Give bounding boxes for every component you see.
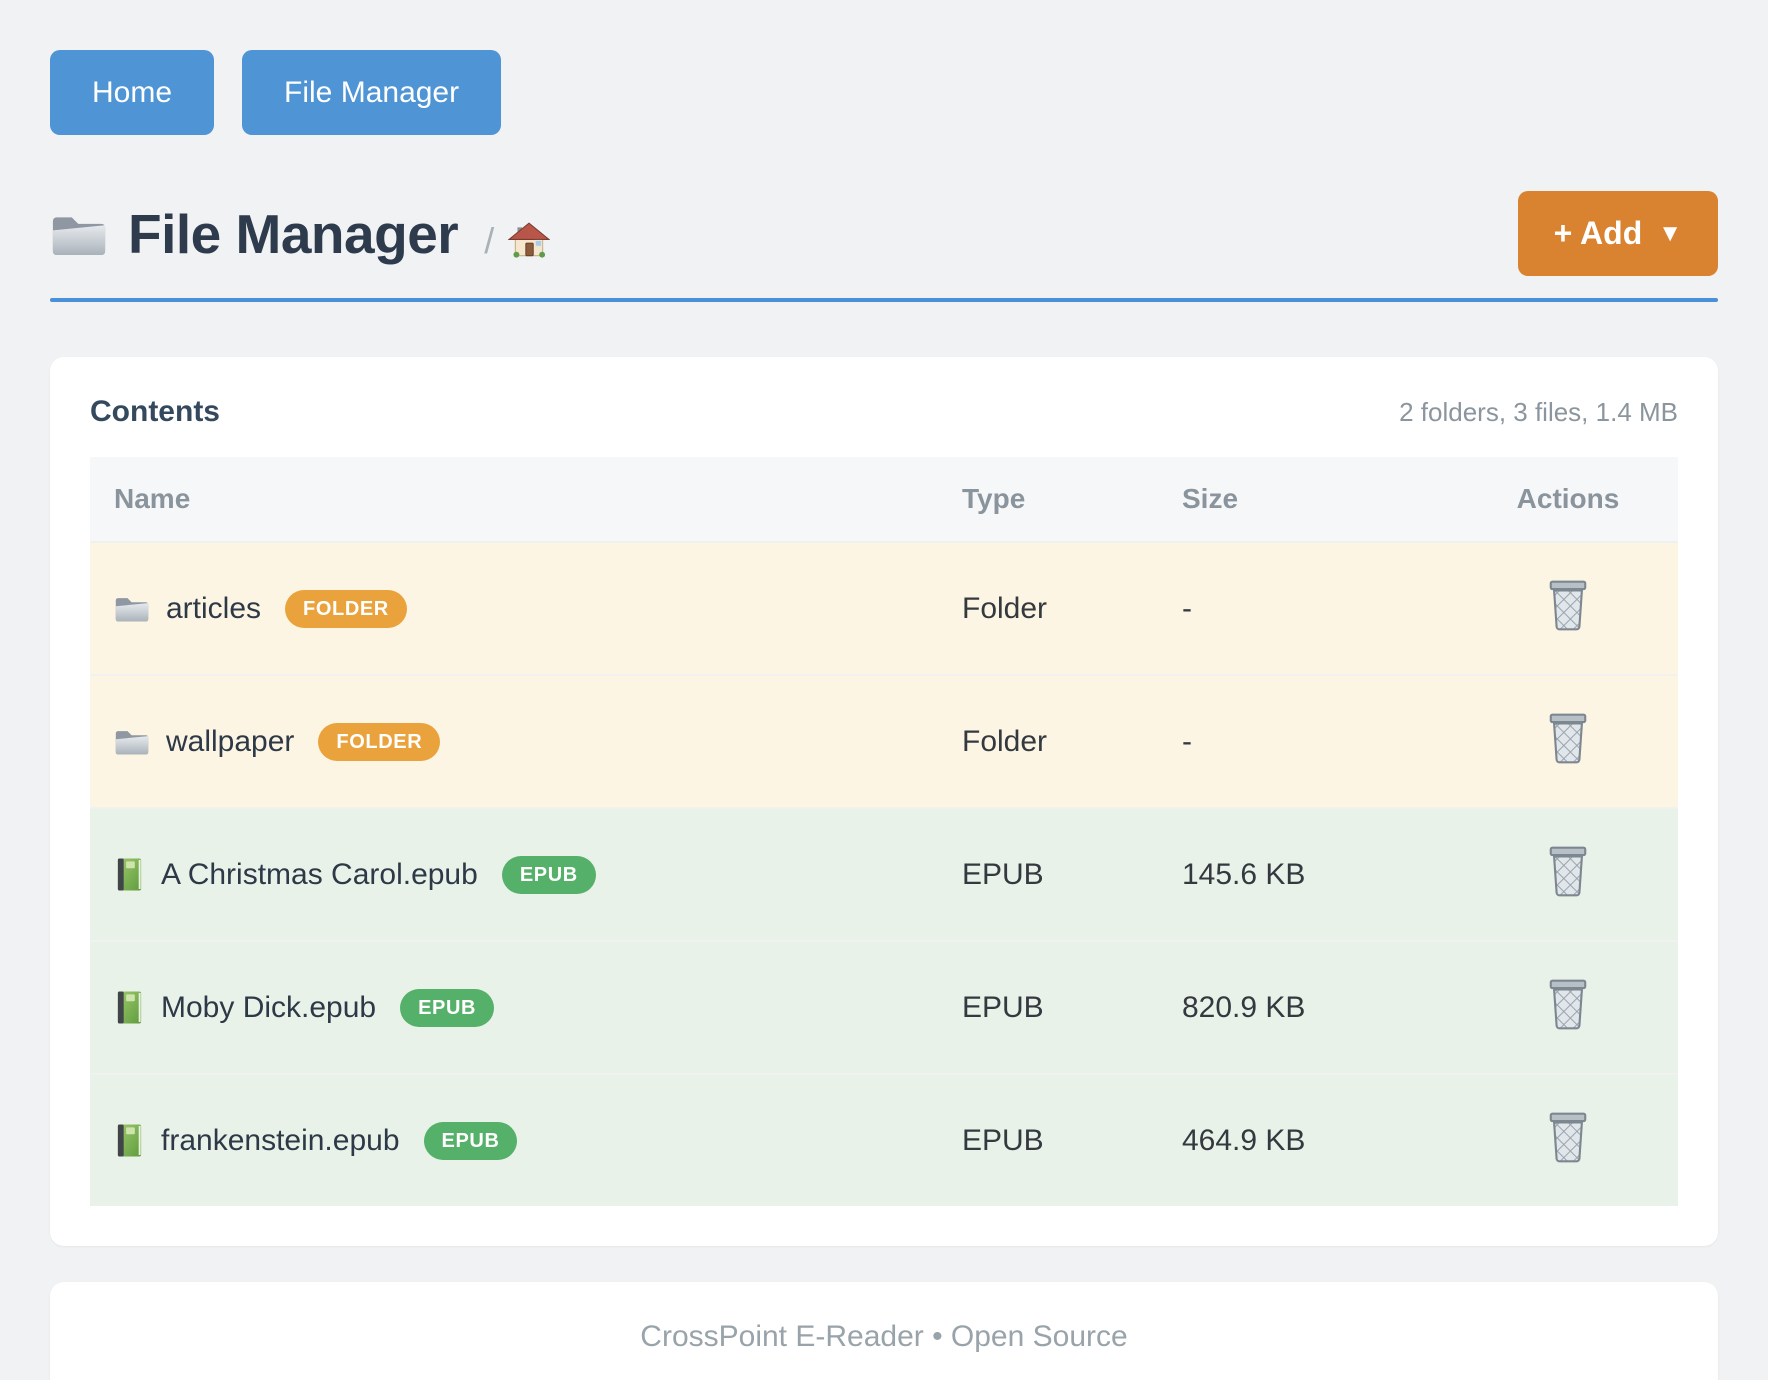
table-row[interactable]: wallpaper FOLDER Folder - xyxy=(90,675,1678,808)
breadcrumb-separator: / xyxy=(484,220,494,262)
file-size-cell: 464.9 KB xyxy=(1158,1074,1458,1206)
file-type-badge: EPUB xyxy=(502,856,596,894)
file-size-cell: 820.9 KB xyxy=(1158,941,1458,1074)
file-name-link[interactable]: wallpaper xyxy=(166,725,294,759)
header-divider xyxy=(50,298,1718,302)
column-header-size: Size xyxy=(1158,457,1458,542)
table-row[interactable]: frankenstein.epub EPUB EPUB 464.9 KB xyxy=(90,1074,1678,1206)
trash-icon xyxy=(1543,712,1593,768)
file-type-badge: EPUB xyxy=(424,1122,518,1160)
file-name-link[interactable]: frankenstein.epub xyxy=(161,1124,400,1158)
green-book-icon xyxy=(114,1123,145,1158)
delete-button[interactable] xyxy=(1541,710,1595,770)
add-button-label: + Add xyxy=(1554,215,1643,252)
breadcrumb: / xyxy=(484,220,550,262)
trash-icon xyxy=(1543,978,1593,1034)
file-type-badge: EPUB xyxy=(400,989,494,1027)
nav-home-button[interactable]: Home xyxy=(50,50,214,135)
trash-icon xyxy=(1543,1111,1593,1167)
table-row[interactable]: articles FOLDER Folder - xyxy=(90,542,1678,675)
file-size-cell: - xyxy=(1158,675,1458,808)
page-title: File Manager xyxy=(128,202,458,266)
column-header-type: Type xyxy=(938,457,1158,542)
folder-icon xyxy=(50,209,108,259)
contents-heading: Contents xyxy=(90,395,220,429)
green-book-icon xyxy=(114,857,145,892)
table-row[interactable]: A Christmas Carol.epub EPUB EPUB 145.6 K… xyxy=(90,808,1678,941)
file-table: Name Type Size Actions xyxy=(90,457,1678,1206)
file-type-badge: FOLDER xyxy=(318,723,440,761)
green-book-icon xyxy=(114,990,145,1025)
page-header: File Manager / + Add ▼ xyxy=(50,191,1718,276)
table-row[interactable]: Moby Dick.epub EPUB EPUB 820.9 KB xyxy=(90,941,1678,1074)
column-header-name: Name xyxy=(90,457,938,542)
delete-button[interactable] xyxy=(1541,1109,1595,1169)
file-size-cell: 145.6 KB xyxy=(1158,808,1458,941)
file-type-cell: Folder xyxy=(938,675,1158,808)
folder-icon xyxy=(114,726,150,757)
top-nav: Home File Manager xyxy=(50,50,1718,135)
trash-icon xyxy=(1543,579,1593,635)
file-type-cell: Folder xyxy=(938,542,1158,675)
file-type-cell: EPUB xyxy=(938,808,1158,941)
contents-card-header: Contents 2 folders, 3 files, 1.4 MB xyxy=(90,395,1678,429)
contents-summary: 2 folders, 3 files, 1.4 MB xyxy=(1399,397,1678,428)
file-type-badge: FOLDER xyxy=(285,590,407,628)
nav-file-manager-button[interactable]: File Manager xyxy=(242,50,501,135)
file-type-cell: EPUB xyxy=(938,941,1158,1074)
footer: CrossPoint E-Reader • Open Source xyxy=(50,1282,1718,1380)
delete-button[interactable] xyxy=(1541,843,1595,903)
title-group: File Manager / xyxy=(50,202,550,266)
table-header-row: Name Type Size Actions xyxy=(90,457,1678,542)
add-button[interactable]: + Add ▼ xyxy=(1518,191,1718,276)
delete-button[interactable] xyxy=(1541,577,1595,637)
delete-button[interactable] xyxy=(1541,976,1595,1036)
footer-text: CrossPoint E-Reader • Open Source xyxy=(640,1320,1127,1353)
file-type-cell: EPUB xyxy=(938,1074,1158,1206)
file-name-link[interactable]: Moby Dick.epub xyxy=(161,991,376,1025)
column-header-actions: Actions xyxy=(1458,457,1678,542)
trash-icon xyxy=(1543,845,1593,901)
file-size-cell: - xyxy=(1158,542,1458,675)
house-icon[interactable] xyxy=(508,221,550,261)
file-manager-page: Home File Manager File Manager / xyxy=(0,0,1768,1380)
caret-down-icon: ▼ xyxy=(1658,222,1682,246)
folder-icon xyxy=(114,593,150,624)
file-name-link[interactable]: A Christmas Carol.epub xyxy=(161,858,478,892)
contents-card: Contents 2 folders, 3 files, 1.4 MB Name… xyxy=(50,357,1718,1246)
file-name-link[interactable]: articles xyxy=(166,592,261,626)
